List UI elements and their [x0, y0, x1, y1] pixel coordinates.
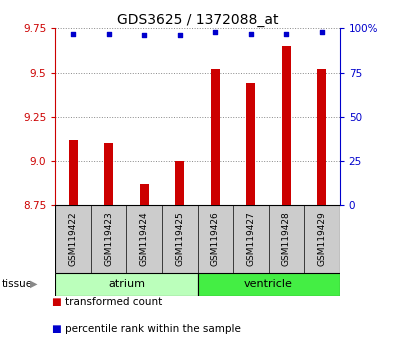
- Bar: [55, 273, 198, 296]
- Text: GSM119427: GSM119427: [246, 212, 255, 266]
- Text: atrium: atrium: [108, 279, 145, 289]
- Bar: [282, 46, 291, 205]
- Text: tissue: tissue: [2, 279, 33, 289]
- Bar: [175, 161, 184, 205]
- Bar: [104, 143, 113, 205]
- Point: [248, 31, 254, 36]
- Bar: [198, 273, 340, 296]
- Point: [177, 33, 183, 38]
- Text: GSM119422: GSM119422: [69, 212, 77, 266]
- Text: GSM119428: GSM119428: [282, 212, 291, 266]
- Bar: [140, 184, 149, 205]
- Text: ventricle: ventricle: [244, 279, 293, 289]
- Text: ■: ■: [51, 297, 61, 307]
- Text: ■: ■: [51, 324, 61, 334]
- Title: GDS3625 / 1372088_at: GDS3625 / 1372088_at: [117, 13, 278, 27]
- Text: percentile rank within the sample: percentile rank within the sample: [65, 324, 241, 334]
- Text: ▶: ▶: [30, 279, 37, 289]
- Text: GSM119425: GSM119425: [175, 212, 184, 266]
- Point: [283, 31, 290, 36]
- Point: [105, 31, 112, 36]
- Text: GSM119426: GSM119426: [211, 212, 220, 266]
- Point: [319, 29, 325, 35]
- Point: [212, 29, 218, 35]
- Bar: [211, 69, 220, 205]
- Text: transformed count: transformed count: [65, 297, 162, 307]
- Point: [141, 33, 147, 38]
- Bar: [69, 140, 77, 205]
- Text: GSM119423: GSM119423: [104, 212, 113, 266]
- Point: [70, 31, 76, 36]
- Bar: [246, 83, 255, 205]
- Text: GSM119424: GSM119424: [140, 212, 149, 266]
- Bar: [318, 69, 326, 205]
- Text: GSM119429: GSM119429: [318, 212, 326, 266]
